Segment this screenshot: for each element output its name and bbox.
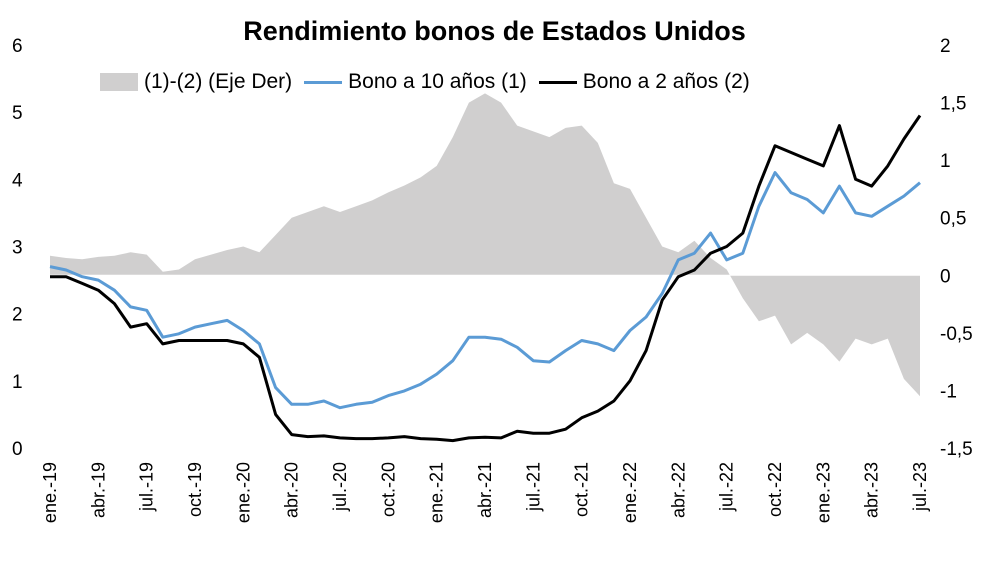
right-tick-label: 1,5 xyxy=(940,94,966,115)
x-tick-label: oct.-21 xyxy=(572,462,592,517)
legend-label-spread: (1)-(2) (Eje Der) xyxy=(144,70,293,93)
x-tick-label: abr.-22 xyxy=(668,462,688,518)
legend-label-2y: Bono a 2 años (2) xyxy=(582,70,750,93)
left-tick-label: 3 xyxy=(12,238,23,259)
legend: (1)-(2) (Eje Der) Bono a 10 años (1) Bon… xyxy=(100,68,762,96)
left-tick-label: 6 xyxy=(12,36,23,57)
left-tick-label: 2 xyxy=(12,305,23,326)
legend-label-10y: Bono a 10 años (1) xyxy=(348,70,527,93)
x-tick-label: abr.-20 xyxy=(282,462,302,518)
x-tick-label: oct.-22 xyxy=(765,462,785,517)
legend-item-10y: Bono a 10 años (1) xyxy=(304,70,527,94)
right-tick-label: 1 xyxy=(940,151,951,172)
chart-title: Rendimiento bonos de Estados Unidos xyxy=(243,16,746,46)
x-tick-label: abr.-23 xyxy=(862,462,882,518)
series-spread-area xyxy=(50,93,920,397)
x-tick-label: jul.-19 xyxy=(137,462,157,512)
legend-swatch-spread xyxy=(100,73,138,91)
right-tick-label: 0,5 xyxy=(940,209,966,230)
legend-swatch-2y xyxy=(538,80,577,84)
series-10y-line xyxy=(49,171,921,410)
left-tick-label: 5 xyxy=(12,103,23,124)
x-tick-label: oct.-20 xyxy=(378,462,398,517)
right-tick-label: -1,5 xyxy=(940,439,973,460)
legend-item-spread: (1)-(2) (Eje Der) xyxy=(100,70,292,94)
left-tick-label: 1 xyxy=(12,372,23,393)
bond-lines-layer xyxy=(49,114,922,443)
x-tick-label: jul.-20 xyxy=(330,462,350,512)
right-axis-ticks: -1,5 -1 -0,5 0 0,5 1 1,5 2 xyxy=(940,36,973,460)
right-tick-label: -0,5 xyxy=(940,324,973,345)
right-tick-label: 2 xyxy=(940,36,951,57)
spread-area-layer xyxy=(50,93,920,397)
x-tick-label: oct.-19 xyxy=(185,462,205,517)
series-2y-line xyxy=(50,114,922,443)
x-axis-ticks: ene.-19 abr.-19 jul.-19 oct.-19 ene.-20 abr.-… xyxy=(40,462,930,523)
legend-item-2y: Bono a 2 años (2) xyxy=(538,70,750,94)
x-tick-label: ene.-19 xyxy=(40,462,60,523)
x-tick-label: jul.-22 xyxy=(717,462,737,512)
right-tick-label: -1 xyxy=(940,381,957,402)
right-tick-label: 0 xyxy=(940,266,951,287)
left-tick-label: 4 xyxy=(12,170,23,191)
left-axis-ticks: 0 1 2 3 4 5 6 xyxy=(12,36,23,460)
x-tick-label: abr.-19 xyxy=(88,462,108,518)
x-tick-label: jul.-23 xyxy=(910,462,930,512)
x-tick-label: ene.-20 xyxy=(233,462,253,523)
x-tick-label: ene.-22 xyxy=(620,462,640,523)
x-tick-label: jul.-21 xyxy=(523,462,543,512)
left-tick-label: 0 xyxy=(12,439,23,460)
legend-swatch-10y xyxy=(304,80,343,84)
x-tick-label: abr.-21 xyxy=(475,462,495,518)
x-tick-label: ene.-21 xyxy=(427,462,447,523)
x-tick-label: ene.-23 xyxy=(813,462,833,523)
